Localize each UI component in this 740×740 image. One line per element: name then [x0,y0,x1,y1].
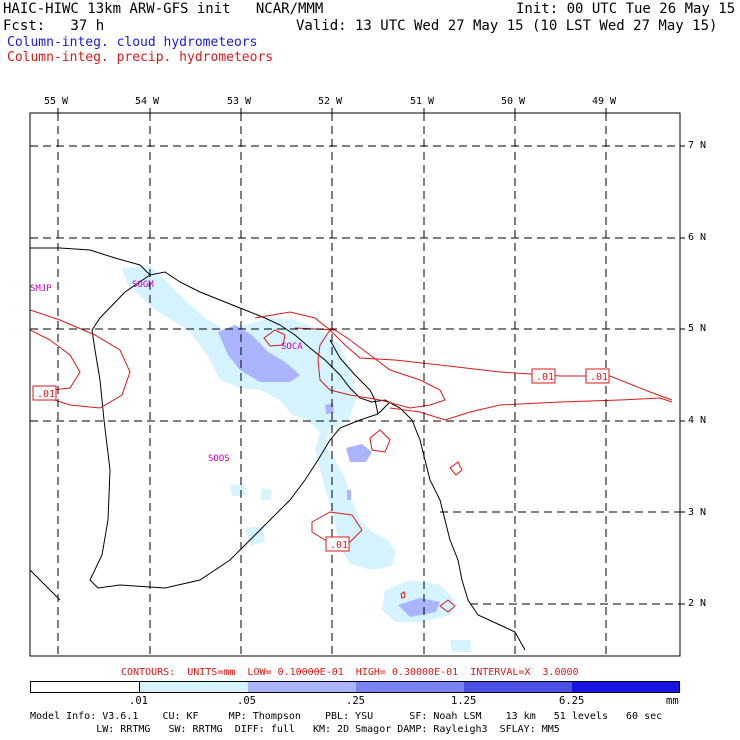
lat-label: 4 N [688,415,707,426]
colorbar-segment [31,682,140,692]
contour-label: .01 [330,540,348,551]
lon-label: 52 W [318,96,343,107]
colorbar-tick: .01 [129,695,148,707]
lon-label: 53 W [227,96,252,107]
lon-label: 49 W [592,96,617,107]
lon-label: 50 W [501,96,526,107]
colorbar [30,681,680,693]
lat-label: 2 N [688,598,707,609]
lat-label: 5 N [688,323,707,334]
colorbar-tick: .25 [346,695,365,707]
lon-label: 55 W [44,96,69,107]
model-info-line2: LW: RRTMG SW: RRTMG DIFF: full KM: 2D Sm… [30,724,560,735]
model-title: HAIC-HIWC 13km ARW-GFS init NCAR/MMM [3,1,324,17]
colorbar-segment [464,682,572,692]
model-info-line1: Model Info: V3.6.1 CU: KF MP: Thompson P… [30,711,663,722]
station-labels: SMJP SOGM SOCA SOOS [30,280,303,464]
lon-label: 51 W [410,96,435,107]
contour-info: CONTOURS: UNITS=mm LOW= 0.10000E-01 HIGH… [121,667,579,678]
precip-contours [30,309,673,613]
station-label-soca: SOCA [281,342,303,352]
contour-label-boxes [32,368,610,552]
contour-label: .01 [536,372,554,383]
station-label-soos: SOOS [208,454,230,464]
cloud-shading-medium [218,325,440,617]
colorbar-segment [140,682,248,692]
axis-ticks [57,108,685,605]
lat-label: 7 N [688,140,707,151]
contour-label: .01 [590,372,608,383]
colorbar-tick: .05 [237,695,256,707]
field-precip-label: Column-integ. precip. hydrometeors [7,50,274,65]
station-label-smjp: SMJP [30,284,52,294]
colorbar-segment [356,682,464,692]
forecast-hour: Fcst: 37 h [3,18,105,34]
field-cloud-label: Column-integ. cloud hydrometeors [7,35,258,50]
lon-label: 54 W [135,96,160,107]
cloud-shading-light [122,266,472,652]
contour-label: .01 [37,389,55,400]
map-frame [29,112,681,657]
station-label-sogm: SOGM [132,280,154,290]
lat-label: 3 N [688,507,707,518]
colorbar-tick: 1.25 [451,695,477,707]
colorbar-segment [572,682,679,692]
coastline [30,247,526,651]
valid-time: Valid: 13 UTC Wed 27 May 15 (10 LST Wed … [296,18,718,34]
init-time: Init: 00 UTC Tue 26 May 15 [516,1,736,17]
lat-label: 6 N [688,232,707,243]
colorbar-segment [248,682,356,692]
lat-lon-grid [30,113,680,656]
colorbar-tick: 6.25 [559,695,585,707]
colorbar-units: mm [666,695,679,707]
contour-labels: .01 .01 .01 .01 [37,372,608,551]
